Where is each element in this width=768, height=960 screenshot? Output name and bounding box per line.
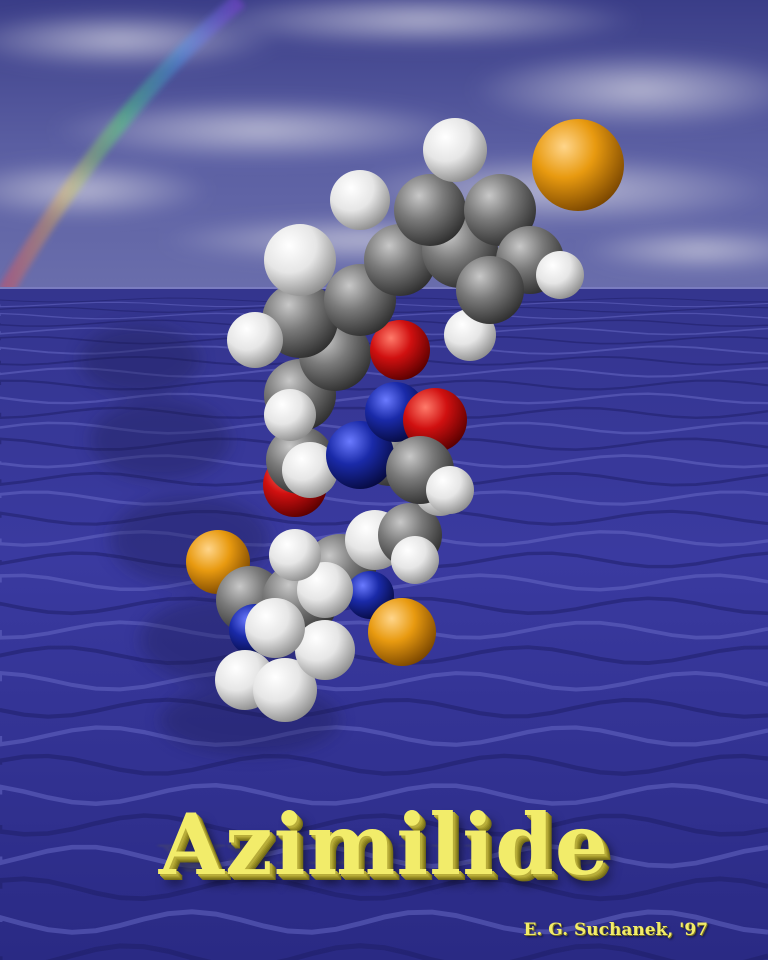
ripple-line [0, 697, 768, 719]
ripple-line [0, 753, 768, 776]
carbon-atom [394, 174, 466, 246]
hydrogen-atom [264, 389, 316, 441]
hydrogen-atom [391, 536, 439, 584]
author-credit: E. G. Suchanek, '97 [523, 920, 708, 940]
hydrogen-atom [423, 118, 487, 182]
ripple-line [0, 844, 768, 869]
ripple-line [0, 943, 768, 960]
rainbow [0, 0, 246, 296]
hydrogen-atom [245, 598, 305, 658]
ripple-line [0, 670, 768, 692]
chlorine-atom [368, 598, 436, 666]
hydrogen-atom [426, 466, 474, 514]
chlorine-atom [532, 119, 624, 211]
nitrogen-atom [326, 421, 394, 489]
hydrogen-atom [269, 529, 321, 581]
ripple-line [0, 490, 768, 506]
hydrogen-atom [536, 251, 584, 299]
ripple-line [0, 645, 768, 666]
hydrogen-atom [253, 658, 317, 722]
carbon-atom [464, 174, 536, 246]
carbon-atom [456, 256, 524, 324]
oxygen-atom [403, 388, 467, 452]
hydrogen-atom [297, 562, 353, 618]
ripple-line [0, 909, 768, 935]
ripple-line [0, 876, 768, 902]
hydrogen-atom [282, 442, 338, 498]
ripple-line [0, 813, 768, 837]
ripple-line [0, 782, 768, 806]
hydrogen-atom [264, 224, 336, 296]
ripple-line [0, 725, 768, 747]
hydrogen-atom [227, 312, 283, 368]
hydrogen-atom [295, 620, 355, 680]
azimilide-molecule [186, 118, 624, 722]
oxygen-atom [370, 320, 430, 380]
page-title: Azimilide [158, 795, 610, 894]
hydrogen-atom [330, 170, 390, 230]
